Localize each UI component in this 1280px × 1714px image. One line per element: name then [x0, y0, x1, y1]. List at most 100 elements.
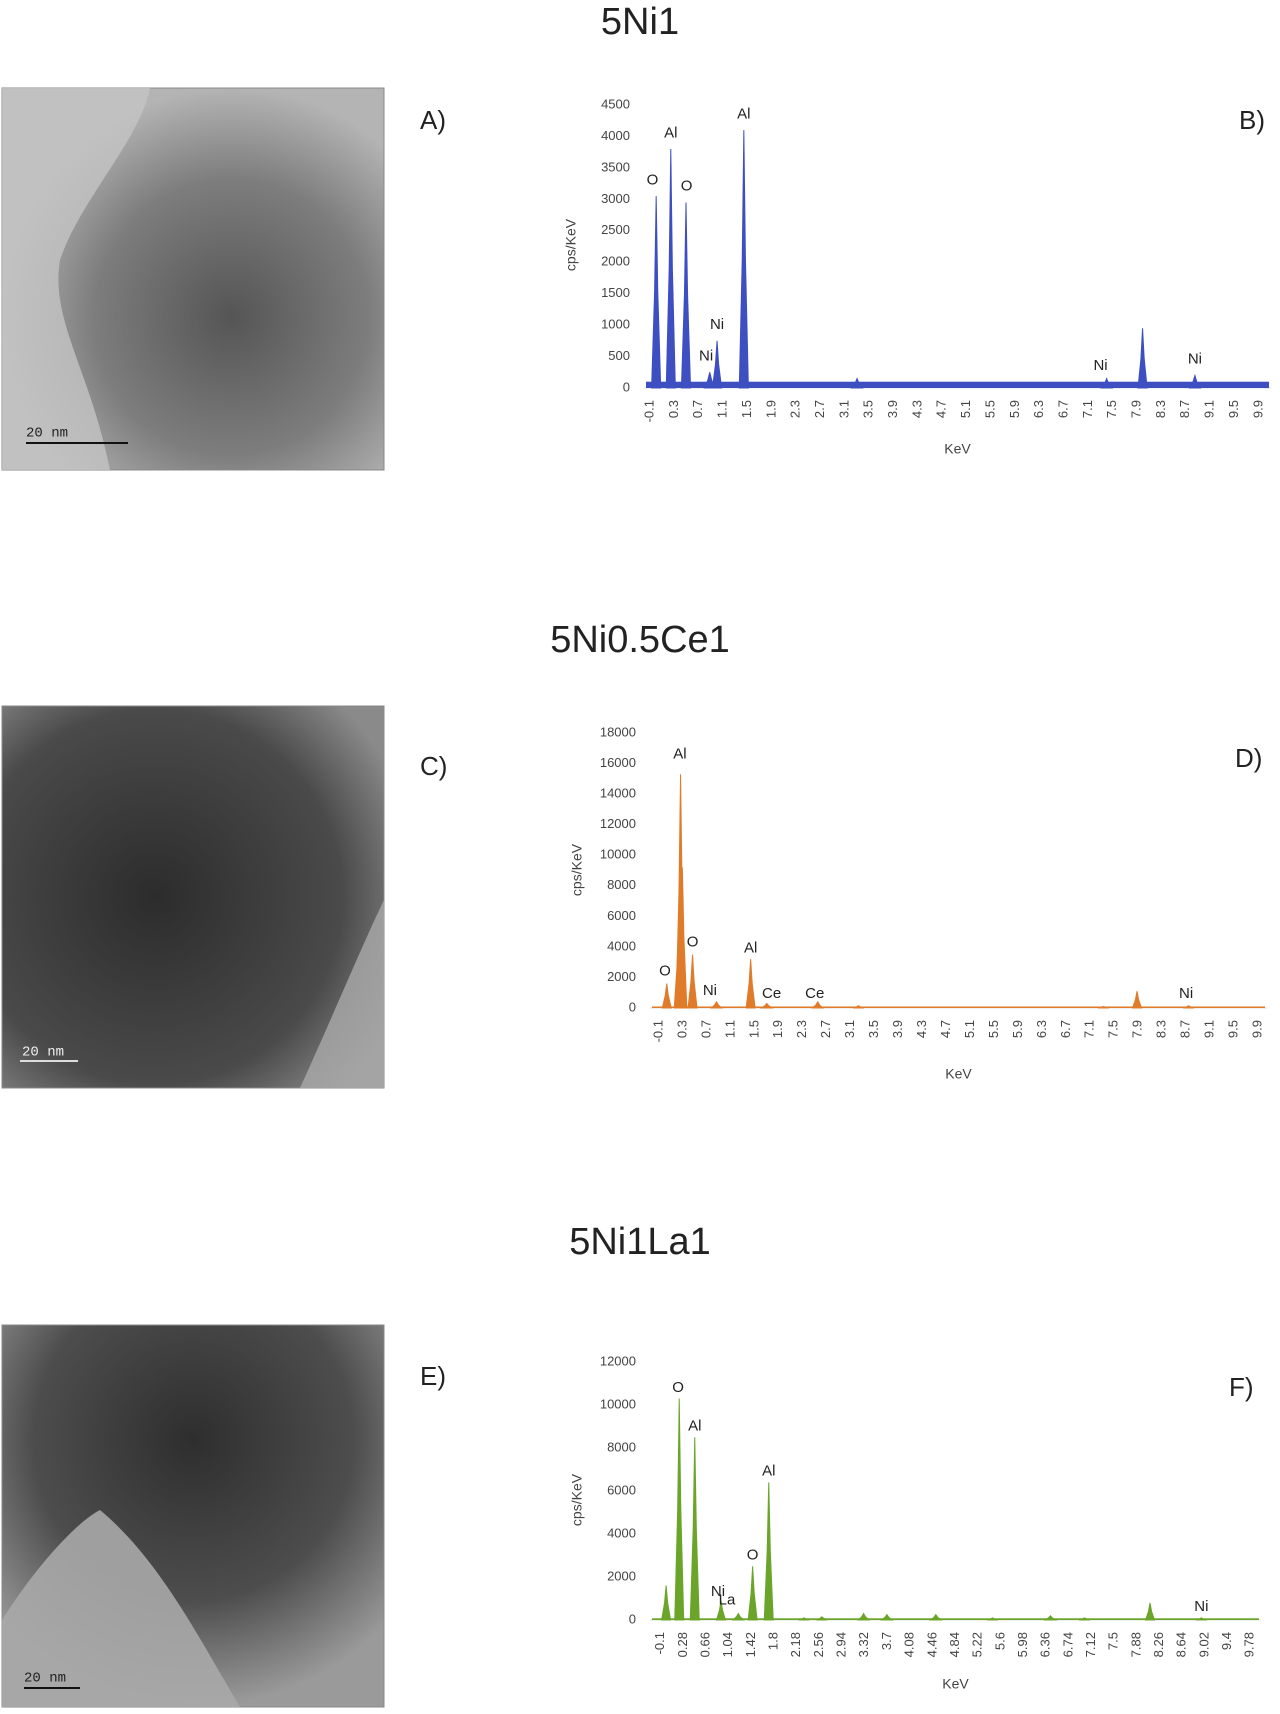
y-tick-label: 3000	[601, 191, 630, 206]
peak-label: Ni	[1188, 351, 1202, 368]
x-tick-label: 7.88	[1128, 1632, 1143, 1657]
x-tick-label: 6.7	[1055, 400, 1070, 418]
x-tick-label: 6.3	[1034, 1020, 1049, 1038]
tem-image: 20 nm	[1, 87, 385, 471]
x-tick-label: 5.6	[992, 1632, 1007, 1650]
peak	[1195, 1617, 1207, 1621]
peak-label: Ni	[703, 982, 717, 999]
peak	[1188, 373, 1202, 389]
x-tick-label: 7.5	[1104, 400, 1119, 418]
y-tick-label: 4000	[607, 938, 636, 953]
peak-label: Al	[688, 1417, 701, 1434]
y-tick-label: 6000	[607, 1482, 636, 1497]
peak	[850, 377, 864, 389]
panel-label: D)	[1235, 743, 1262, 773]
peak-label: Ni	[1194, 1598, 1208, 1615]
peak	[798, 1617, 810, 1621]
x-tick-label: 9.1	[1202, 1020, 1217, 1038]
y-tick-label: 18000	[600, 724, 636, 739]
x-tick-label: 5.1	[962, 1020, 977, 1038]
peak	[986, 1617, 999, 1621]
x-tick-label: 7.1	[1082, 1020, 1097, 1038]
x-tick-label: 7.9	[1130, 1020, 1145, 1038]
x-tick-label: 4.7	[934, 400, 949, 418]
y-tick-label: 8000	[607, 1439, 636, 1454]
y-tick-label: 12000	[600, 1353, 636, 1368]
chart: B) 0 500 1000 1500 2000 2500 3000 3500 4000 4500 -0…	[563, 96, 1271, 457]
x-tick-label: 2.3	[788, 400, 803, 418]
x-tick-label: 4.46	[924, 1632, 939, 1657]
x-tick-label: 0.28	[675, 1632, 690, 1657]
peak-label: Al	[744, 939, 757, 956]
x-tick-label: 5.98	[1015, 1632, 1030, 1657]
peak	[677, 867, 688, 1009]
x-tick-label: 8.64	[1174, 1632, 1189, 1657]
x-tick-label: 1.8	[766, 1632, 781, 1650]
peak-label: O	[647, 171, 659, 188]
peak	[1043, 1614, 1058, 1621]
y-tick-label: 2500	[601, 222, 630, 237]
x-tick-label: 6.74	[1060, 1632, 1075, 1657]
x-tick-label: 7.5	[1106, 1632, 1121, 1650]
x-tick-label: 1.1	[722, 1020, 737, 1038]
peak	[680, 202, 692, 389]
peak	[759, 1002, 774, 1009]
x-tick-label: -0.1	[642, 400, 657, 422]
y-tick-label: 8000	[607, 877, 636, 892]
y-tick-label: 14000	[600, 786, 636, 801]
y-tick-label: 16000	[600, 755, 636, 770]
x-tick-label: 5.5	[982, 400, 997, 418]
panel-label: E)	[420, 1361, 446, 1391]
x-tick-label: 2.56	[811, 1632, 826, 1657]
peak	[1131, 991, 1143, 1009]
peak-label: O	[681, 178, 693, 195]
y-tick-label: 10000	[600, 1396, 636, 1411]
x-tick-label: 4.84	[947, 1632, 962, 1657]
peak	[852, 1005, 865, 1009]
section-title: 5Ni0.5Ce1	[550, 619, 730, 661]
x-axis-label: KeV	[942, 1676, 969, 1692]
x-tick-label: 2.7	[818, 1020, 833, 1038]
x-tick-label: 9.78	[1242, 1632, 1257, 1657]
peak	[745, 959, 756, 1009]
peak-label: O	[672, 1379, 684, 1396]
x-tick-label: 4.08	[902, 1632, 917, 1657]
x-axis-label: KeV	[945, 1066, 972, 1082]
peak	[1144, 1602, 1156, 1621]
baseline-area	[652, 1618, 1259, 1620]
x-axis-label: KeV	[944, 441, 971, 457]
peak	[687, 954, 698, 1009]
x-tick-label: 8.7	[1177, 400, 1192, 418]
peak-label: Al	[762, 1463, 775, 1480]
x-tick-label: -0.1	[650, 1020, 665, 1042]
x-tick-label: 5.9	[1007, 400, 1022, 418]
peak-label: Ce	[805, 985, 824, 1002]
peak	[661, 983, 672, 1009]
x-tick-label: 3.5	[866, 1020, 881, 1038]
y-axis-label: cps/KeV	[563, 218, 579, 271]
x-tick-label: 0.3	[674, 1020, 689, 1038]
x-tick-label: 0.3	[666, 400, 681, 418]
y-tick-label: 4000	[607, 1525, 636, 1540]
y-tick-label: 0	[629, 999, 636, 1014]
x-tick-label: 7.5	[1106, 1020, 1121, 1038]
panel-label: A)	[420, 105, 446, 135]
x-tick-label: 1.9	[763, 400, 778, 418]
peak	[747, 1566, 758, 1621]
x-tick-label: 3.5	[861, 400, 876, 418]
x-tick-label: 2.3	[794, 1020, 809, 1038]
y-tick-label: 10000	[600, 847, 636, 862]
x-tick-label: 5.5	[986, 1020, 1001, 1038]
peak	[661, 1585, 672, 1621]
peak	[709, 1000, 724, 1009]
peak-label: Ni	[711, 1583, 725, 1600]
x-tick-label: 6.36	[1038, 1632, 1053, 1657]
y-tick-label: 2000	[607, 1568, 636, 1583]
x-tick-label: 7.12	[1083, 1632, 1098, 1657]
y-tick-label: 500	[608, 348, 630, 363]
x-tick-label: 4.7	[938, 1020, 953, 1038]
x-tick-label: 9.5	[1226, 400, 1241, 418]
x-tick-label: 4.3	[909, 400, 924, 418]
peak	[711, 340, 723, 389]
x-tick-label: 9.9	[1250, 400, 1265, 418]
